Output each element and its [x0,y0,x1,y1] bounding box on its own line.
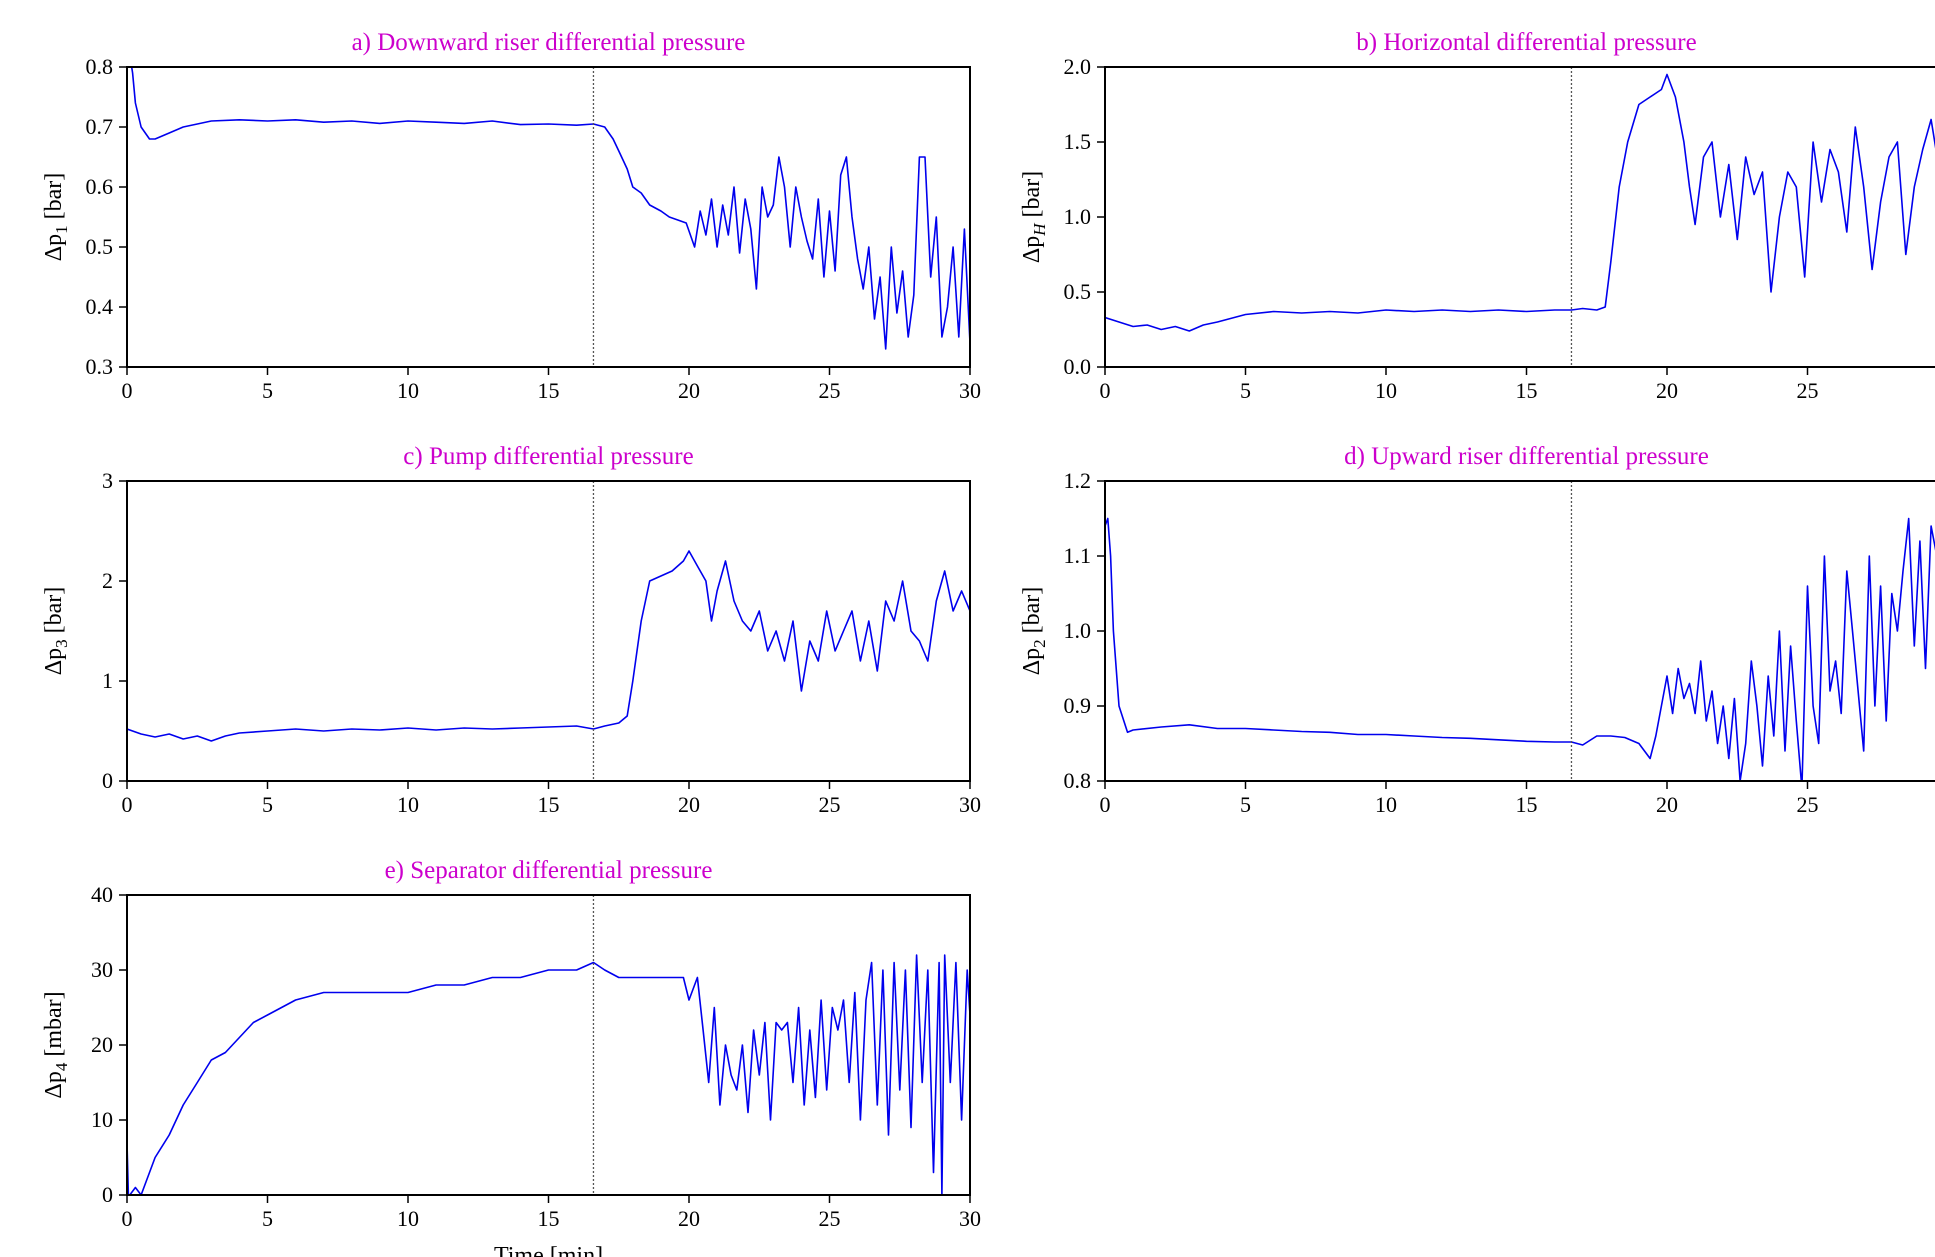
y-tick-label: 2.0 [1064,54,1092,79]
y-tick-label: 1 [102,668,113,693]
y-tick-label: 3 [102,468,113,493]
y-label-main: Δp [41,648,67,675]
y-label-main: Δp [1019,236,1045,263]
x-tick-label: 0 [122,378,133,403]
x-tick-label: 20 [1656,792,1678,817]
y-label-subscript: 3 [52,639,71,648]
y-tick-label: 1.2 [1064,468,1092,493]
axes-frame [126,66,971,368]
x-tick-label: 0 [122,1206,133,1231]
x-tick-label: 10 [1375,792,1397,817]
series-line [127,550,970,742]
y-axis-label: Δp1 [bar] [41,173,71,262]
panel-title: d) Upward riser differential pressure [1344,443,1709,470]
y-tick-label: 0.3 [86,354,114,379]
y-tick-label: 0.5 [1064,279,1092,304]
series-line [127,954,970,1195]
panel-title: c) Pump differential pressure [403,443,693,470]
y-tick-label: 1.0 [1064,204,1092,229]
x-tick-label: 15 [538,378,560,403]
y-label-subscript: 1 [52,225,71,234]
y-tick-label: 1.1 [1064,543,1092,568]
x-tick-label: 10 [397,1206,419,1231]
series-line [127,67,970,350]
y-tick-label: 30 [91,957,113,982]
y-axis-label: Δp3 [bar] [41,587,71,676]
x-tick-label: 15 [538,1206,560,1231]
y-label-unit: [bar] [41,173,67,226]
y-tick-label: 0.0 [1064,354,1092,379]
y-tick-label: 0.5 [86,234,114,259]
y-tick-label: 0.4 [86,294,114,319]
y-tick-label: 0.9 [1064,693,1092,718]
y-label-unit: [bar] [41,587,67,640]
x-tick-label: 30 [959,792,981,817]
y-tick-label: 20 [91,1032,113,1057]
y-axis-label: Δp4 [mbar] [41,991,71,1098]
panel-title: e) Separator differential pressure [385,857,713,884]
y-tick-label: 0.7 [86,114,114,139]
panel-a: a) Downward riser differential pressure 0… [41,29,981,403]
series-line [1105,73,1935,332]
series-line [1105,517,1935,781]
x-tick-label: 25 [1797,378,1819,403]
x-tick-label: 25 [819,792,841,817]
panel-e: e) Separator differential pressure 0 5 10 15… [41,857,981,1257]
x-tick-label: 5 [1240,378,1251,403]
x-tick-label: 15 [538,792,560,817]
panel-b: b) Horizontal differential pressure 0 5 10 1… [1019,29,1935,403]
x-tick-label: 0 [122,792,133,817]
y-label-subscript: 2 [1030,639,1049,648]
x-tick-label: 5 [262,792,273,817]
y-tick-label: 0.6 [86,174,114,199]
y-tick-label: 1.5 [1064,129,1092,154]
x-tick-label: 15 [1516,792,1538,817]
x-tick-label: 30 [959,1206,981,1231]
panel-title: a) Downward riser differential pressure [352,29,746,56]
panel-title: b) Horizontal differential pressure [1356,29,1696,56]
x-tick-label: 20 [678,378,700,403]
y-axis-label: Δp2 [bar] [1019,587,1049,676]
y-label-main: Δp [41,1071,67,1098]
x-tick-label: 20 [1656,378,1678,403]
y-label-main: Δp [1019,648,1045,675]
x-tick-label: 25 [1797,792,1819,817]
x-tick-label: 5 [262,378,273,403]
y-label-main: Δp [41,234,67,261]
x-tick-label: 5 [262,1206,273,1231]
x-tick-label: 25 [819,378,841,403]
x-axis-label: Time [min] [494,1243,603,1257]
y-tick-label: 2 [102,568,113,593]
y-label-unit: [bar] [1019,171,1045,224]
x-tick-label: 0 [1100,792,1111,817]
y-label-subscript: 4 [52,1062,71,1071]
y-tick-label: 1.0 [1064,618,1092,643]
y-tick-label: 10 [91,1107,113,1132]
y-axis-label: ΔpH [bar] [1019,171,1049,263]
y-label-unit: [mbar] [41,991,67,1062]
y-tick-label: 40 [91,882,113,907]
y-label-subscript: H [1030,222,1049,237]
x-tick-label: 10 [397,378,419,403]
axes-frame [1104,480,1935,782]
x-tick-label: 15 [1516,378,1538,403]
axes-frame [1104,66,1935,368]
x-tick-label: 30 [959,378,981,403]
y-tick-label: 0 [102,768,113,793]
y-tick-label: 0.8 [86,54,114,79]
x-tick-label: 20 [678,1206,700,1231]
panel-d: d) Upward riser differential pressure 0 5 1… [1019,443,1935,817]
x-tick-label: 5 [1240,792,1251,817]
y-label-unit: [bar] [1019,587,1045,640]
x-tick-label: 20 [678,792,700,817]
x-tick-label: 10 [397,792,419,817]
x-tick-label: 0 [1100,378,1111,403]
axes-frame [126,894,971,1196]
y-tick-label: 0 [102,1182,113,1207]
x-tick-label: 25 [819,1206,841,1231]
y-tick-label: 0.8 [1064,768,1092,793]
x-tick-label: 10 [1375,378,1397,403]
